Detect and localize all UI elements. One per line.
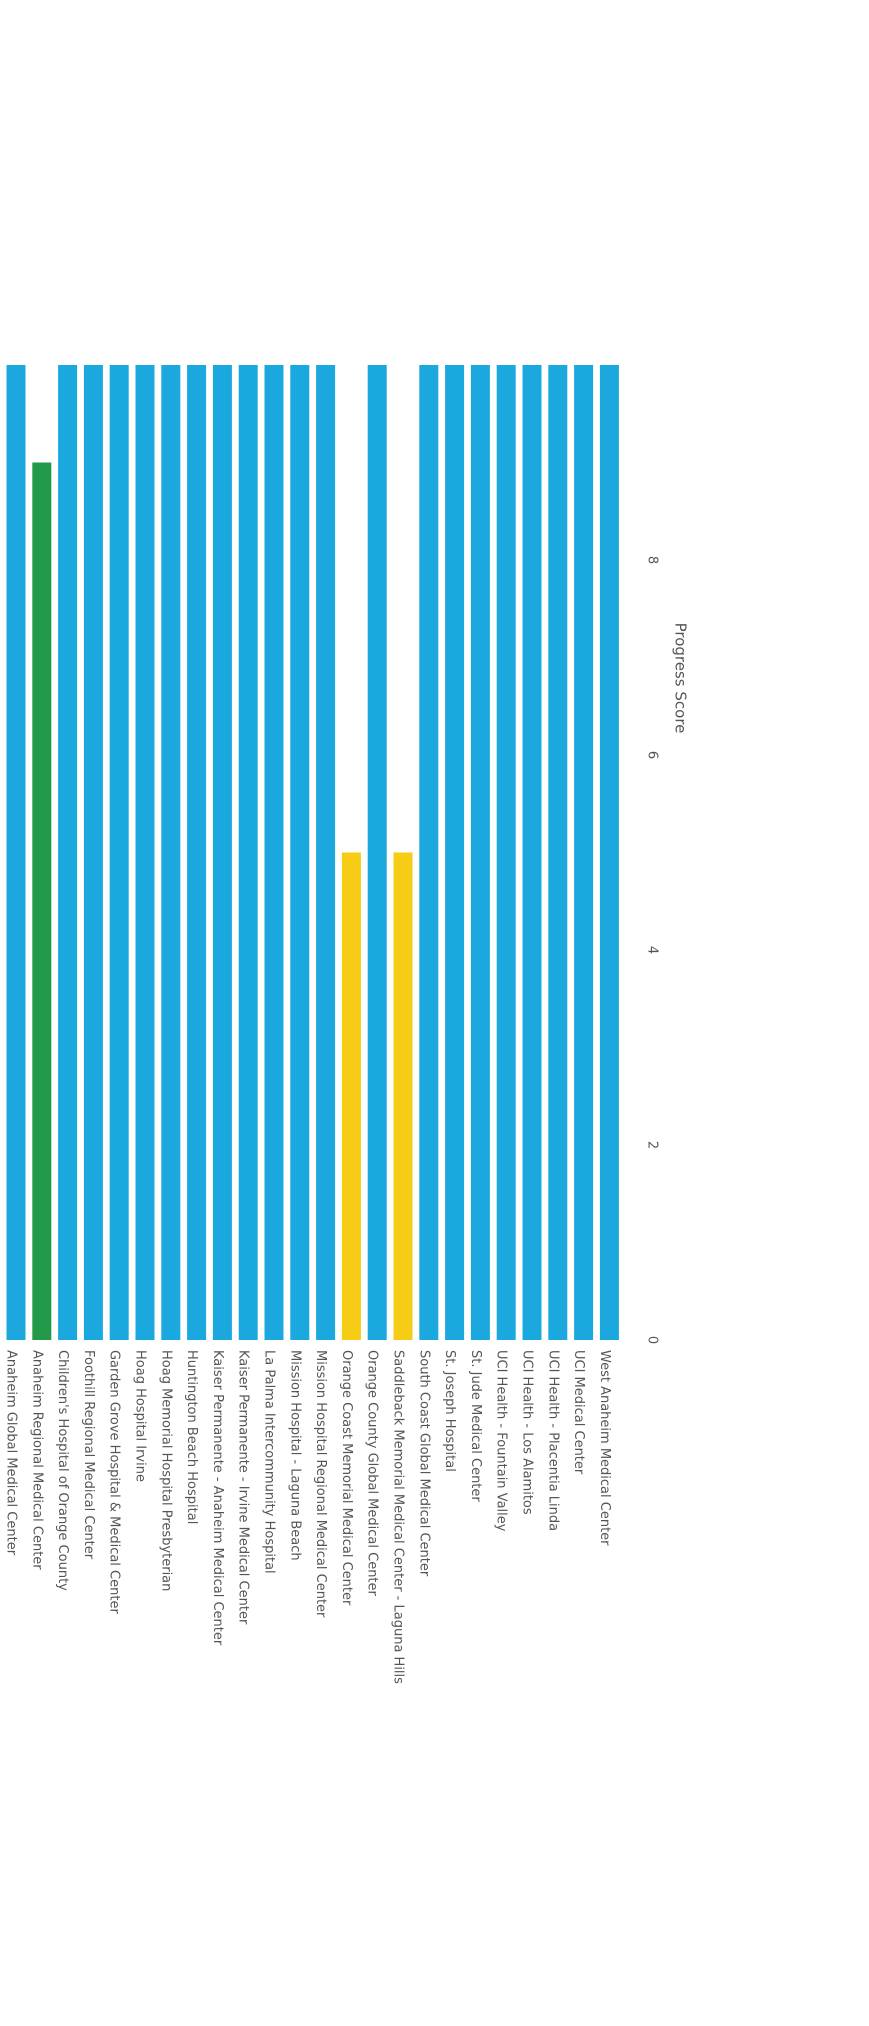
bar bbox=[109, 365, 129, 1340]
category-label: UCI Health - Fountain Valley bbox=[494, 1350, 509, 1532]
x-tick-label: 2 bbox=[645, 1141, 660, 1149]
bar bbox=[445, 365, 465, 1340]
bar bbox=[58, 365, 78, 1340]
category-label: Orange County Global Medical Center bbox=[365, 1350, 380, 1597]
category-label: Mission Hospital - Laguna Beach bbox=[287, 1350, 302, 1561]
category-label: La Palma Intercommunity Hospital bbox=[262, 1350, 277, 1574]
bar bbox=[290, 365, 310, 1340]
bar bbox=[187, 365, 207, 1340]
category-label: West Anaheim Medical Center bbox=[597, 1350, 612, 1546]
category-label: UCI Medical Center bbox=[571, 1350, 586, 1475]
bar bbox=[548, 365, 568, 1340]
bar bbox=[496, 365, 516, 1340]
bar bbox=[135, 365, 155, 1340]
bar bbox=[316, 365, 336, 1340]
bar bbox=[212, 365, 232, 1340]
bar bbox=[574, 365, 594, 1340]
category-label: UCI Health - Los Alamitos bbox=[520, 1350, 535, 1515]
category-label: South Coast Global Medical Center bbox=[416, 1350, 431, 1577]
bar bbox=[419, 365, 439, 1340]
category-label: Huntington Beach Hospital bbox=[184, 1350, 199, 1524]
bar bbox=[599, 365, 619, 1340]
bar bbox=[367, 365, 387, 1340]
category-label: Hoag Hospital Irvine bbox=[133, 1350, 148, 1482]
x-axis-title: Progress Score bbox=[672, 623, 690, 734]
category-label: Children's Hospital of Orange County bbox=[55, 1350, 70, 1591]
bar bbox=[264, 365, 284, 1340]
bar bbox=[522, 365, 542, 1340]
category-label: Anaheim Global Medical Center bbox=[4, 1350, 19, 1556]
bar bbox=[238, 365, 258, 1340]
category-label: Foothill Regional Medical Center bbox=[81, 1350, 96, 1560]
category-label: UCI Health - Placentia Linda bbox=[545, 1350, 560, 1531]
category-label: Kaiser Permanente - Anaheim Medical Cent… bbox=[210, 1350, 225, 1646]
bar bbox=[470, 365, 490, 1340]
x-axis-ticks: 0 2 4 6 8 bbox=[645, 556, 660, 1344]
category-label: St. Jude Medical Center bbox=[468, 1350, 483, 1502]
bars-layer bbox=[6, 365, 619, 1340]
x-tick-label: 4 bbox=[645, 946, 660, 954]
category-label: Anaheim Regional Medical Center bbox=[29, 1350, 44, 1570]
x-tick-label: 8 bbox=[645, 556, 660, 564]
bar bbox=[161, 365, 181, 1340]
bar bbox=[393, 852, 413, 1340]
bar bbox=[341, 852, 361, 1340]
category-label: St. Joseph Hospital bbox=[442, 1350, 457, 1472]
bar bbox=[83, 365, 103, 1340]
category-label: Kaiser Permanente - Irvine Medical Cente… bbox=[236, 1350, 251, 1625]
category-label: Orange Coast Memorial Medical Center bbox=[339, 1350, 354, 1606]
category-labels: Anaheim Global Medical Center Anaheim Reg… bbox=[4, 1350, 612, 1684]
category-label: Garden Grove Hospital & Medical Center bbox=[107, 1350, 122, 1614]
bar bbox=[32, 462, 52, 1340]
category-label: Saddleback Memorial Medical Center - Lag… bbox=[391, 1350, 406, 1684]
category-label: Hoag Memorial Hospital Presbyterian bbox=[158, 1350, 173, 1591]
category-label: Mission Hospital Regional Medical Center bbox=[313, 1350, 328, 1618]
bar bbox=[6, 365, 26, 1340]
x-tick-label: 0 bbox=[645, 1336, 660, 1344]
x-tick-label: 6 bbox=[645, 751, 660, 759]
